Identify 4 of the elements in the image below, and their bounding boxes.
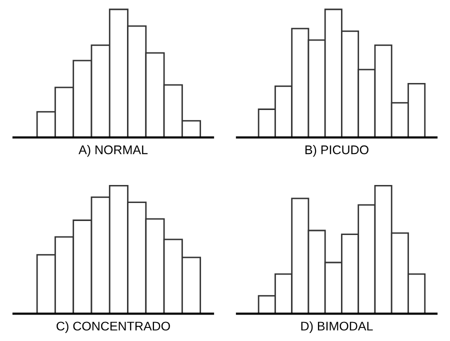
x-axis-title: B) PICUDO xyxy=(305,145,368,157)
x-axis-title: D) BIMODAL xyxy=(301,321,373,334)
x-axis-title: A) NORMAL xyxy=(78,145,148,157)
x-axis-title: C) CONCENTRADO xyxy=(56,321,170,334)
